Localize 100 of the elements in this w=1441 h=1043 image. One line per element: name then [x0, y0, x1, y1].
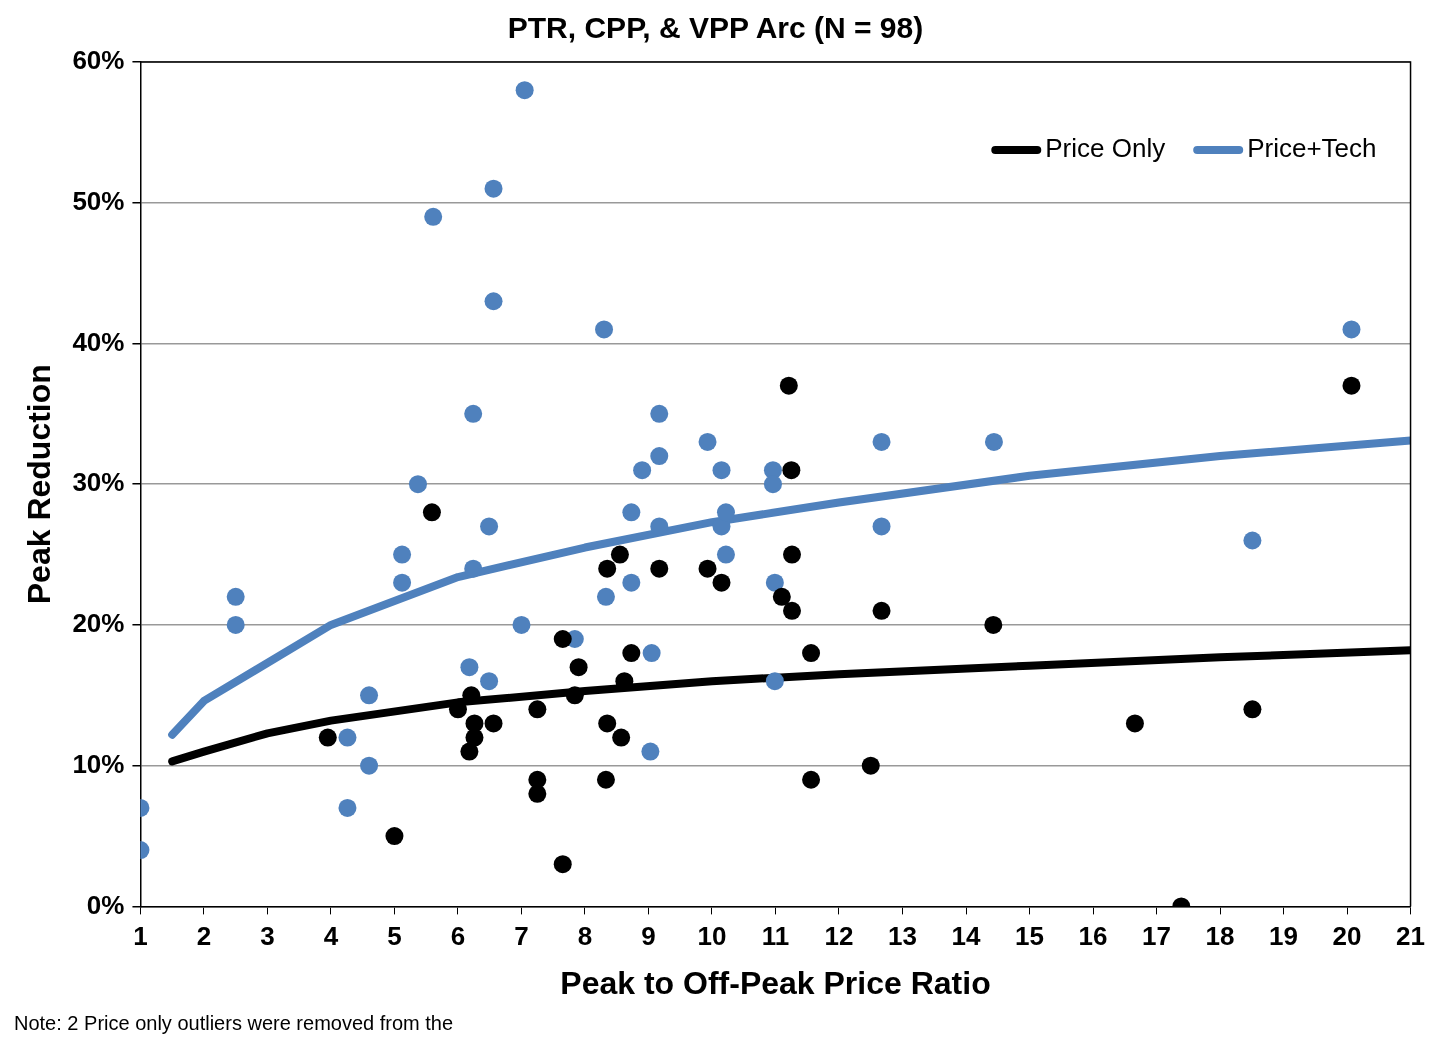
point: [779, 376, 798, 395]
x-tick-label: 1: [133, 921, 148, 952]
point: [422, 503, 441, 522]
x-tick-label: 20: [1332, 921, 1362, 952]
point: [650, 559, 669, 578]
point: [598, 559, 617, 578]
point: [565, 686, 584, 705]
point: [528, 700, 547, 719]
x-tick-label: 5: [387, 921, 402, 952]
point: [598, 714, 617, 733]
point: [612, 728, 631, 747]
text: Note: 2 Price only outliers were removed from the: [14, 1011, 454, 1034]
point: [553, 630, 572, 649]
x-tick-label: 6: [450, 921, 466, 952]
x-tick-label: 17: [1142, 921, 1171, 952]
point: [698, 432, 717, 451]
point: [783, 601, 801, 620]
point: [641, 742, 660, 761]
x-axis-title: Peak to Off-Peak Price Ratio: [560, 964, 991, 1001]
y-tick-label: 60%: [72, 45, 125, 76]
point: [464, 559, 483, 578]
point: [424, 207, 443, 226]
point: [650, 447, 669, 466]
y-tick-label: 30%: [72, 467, 125, 498]
point: [569, 658, 588, 677]
y-tick-label: 50%: [72, 185, 125, 216]
legend-label: Price+Tech: [1247, 133, 1377, 164]
point: [360, 686, 379, 705]
point: [460, 658, 479, 677]
point: [1342, 376, 1361, 395]
point: [650, 404, 669, 423]
point: [385, 827, 404, 846]
point: [1243, 531, 1262, 550]
point: [984, 432, 1003, 451]
point: [512, 615, 531, 634]
point: [460, 742, 479, 761]
point: [338, 728, 357, 747]
x-tick-label: 9: [641, 921, 656, 952]
point: [595, 320, 614, 339]
point: [484, 179, 503, 198]
point: [698, 559, 717, 578]
point: [1342, 320, 1361, 339]
x-tick-label: 16: [1078, 921, 1108, 952]
point: [1125, 714, 1144, 733]
x-tick-label: 18: [1205, 921, 1235, 952]
x-tick-label: 14: [951, 921, 981, 952]
y-tick-label: 10%: [72, 748, 125, 779]
point: [596, 770, 615, 789]
point: [712, 573, 731, 592]
y-tick-label: 20%: [72, 608, 125, 639]
point: [484, 714, 503, 733]
point: [393, 545, 412, 564]
point: [861, 756, 880, 775]
point: [226, 615, 245, 634]
point: [610, 545, 629, 564]
x-tick-label: 10: [697, 921, 727, 952]
point: [782, 461, 801, 480]
point: [464, 404, 483, 423]
point: [642, 644, 661, 663]
x-tick-label: 21: [1396, 921, 1425, 952]
x-tick-label: 12: [824, 921, 854, 952]
point: [318, 728, 337, 747]
chart-title: PTR, CPP, & VPP Arc (N = 98): [507, 11, 924, 45]
point: [596, 587, 615, 606]
x-tick-label: 4: [323, 921, 339, 952]
point: [226, 587, 245, 606]
legend-label: Price Only: [1045, 133, 1166, 164]
y-tick-label: 0%: [86, 889, 125, 920]
point: [515, 81, 534, 100]
point: [802, 770, 821, 789]
y-axis-title: Peak Reduction: [21, 364, 58, 605]
point: [553, 855, 572, 874]
x-tick-label: 7: [514, 921, 529, 952]
point: [984, 615, 1003, 634]
point: [772, 587, 791, 606]
x-tick-label: 8: [577, 921, 593, 952]
x-tick-label: 15: [1015, 921, 1044, 952]
point: [1243, 700, 1262, 719]
point: [802, 644, 821, 663]
point: [622, 503, 641, 522]
point: [872, 432, 891, 451]
x-tick-label: 19: [1269, 921, 1298, 952]
point: [633, 461, 652, 480]
x-tick-label: 11: [761, 921, 790, 952]
point: [765, 573, 784, 592]
point: [716, 545, 735, 564]
point: [480, 672, 499, 691]
point: [622, 644, 641, 663]
point: [712, 461, 731, 480]
point: [484, 292, 503, 311]
point: [872, 517, 891, 536]
point: [480, 517, 499, 536]
point: [528, 784, 547, 803]
y-tick-label: 40%: [72, 326, 125, 357]
x-tick-label: 2: [196, 921, 212, 952]
x-tick-label: 3: [260, 921, 275, 952]
point: [622, 573, 641, 592]
point: [872, 601, 891, 620]
point: [763, 475, 782, 494]
point: [338, 798, 357, 817]
